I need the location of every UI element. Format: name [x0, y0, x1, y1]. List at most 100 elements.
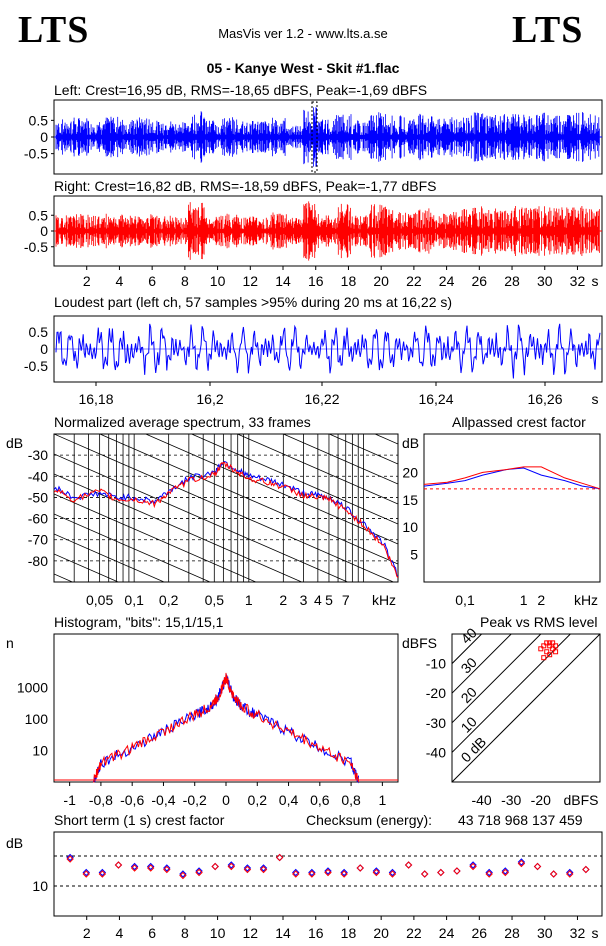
- shortterm-right-point: [420, 870, 429, 878]
- histogram-left-line: [92, 673, 359, 784]
- shortterm-left-point: [517, 858, 526, 866]
- shortterm-frame: [53, 831, 603, 917]
- shortterm-right-point: [211, 862, 219, 871]
- pvr-point: [544, 640, 550, 646]
- spectrum-slope-line: [54, 634, 398, 784]
- shortterm-right-point: [340, 870, 348, 878]
- shortterm-right-point: [549, 870, 558, 878]
- shortterm-left-point: [582, 865, 590, 874]
- pvr-crest-label: 0 dB: [458, 734, 490, 766]
- histogram-x-tick-label: -0,2: [183, 792, 207, 808]
- shortterm-x-tick-label: 4: [116, 925, 124, 941]
- shortterm-left-point: [372, 867, 381, 875]
- spectrum-slope-line: [54, 473, 303, 582]
- shortterm-right-point: [98, 870, 107, 878]
- pvr-point: [550, 640, 556, 646]
- shortterm-right-point: [501, 868, 510, 877]
- loudest-x-tick-label: s: [592, 391, 599, 407]
- allpass-y-tick-label: 15: [402, 492, 418, 508]
- time-tick-label: 14: [275, 273, 291, 289]
- spectrum-slope-line: [54, 553, 120, 582]
- histogram-y-unit: n: [6, 635, 14, 651]
- shortterm-right-point: [404, 861, 413, 869]
- shortterm-left-point: [356, 864, 364, 872]
- allpass-y-tick-label: 10: [402, 519, 418, 535]
- spectrum-slope-line: [144, 434, 398, 545]
- shortterm-right-point: [324, 868, 332, 877]
- shortterm-right-point: [163, 865, 171, 874]
- shortterm-right-point: [275, 853, 284, 862]
- pvr-x-tick-label: dBFS: [563, 792, 598, 808]
- shortterm-left-point: [211, 862, 219, 871]
- time-tick-label: 12: [243, 273, 259, 289]
- pvr-y-tick-label: -40: [426, 744, 446, 760]
- shortterm-right-point: [146, 864, 155, 872]
- time-tick-label: 4: [116, 273, 124, 289]
- shortterm-y-unit: dB: [6, 835, 23, 851]
- spectrum-x-tick-label: 4: [314, 592, 322, 608]
- shortterm-left-point: [388, 868, 397, 877]
- shortterm-right-point: [388, 870, 397, 878]
- allpass-x-tick-label: 1: [520, 592, 528, 608]
- spectrum-slope-line: [98, 434, 398, 565]
- shortterm-x-tick-label: 10: [210, 925, 226, 941]
- spectrum-left-line: [54, 460, 398, 577]
- loudest-title: Loudest part (left ch, 57 samples >95% d…: [54, 294, 453, 310]
- shortterm-right-point: [533, 862, 542, 871]
- shortterm-x-tick-label: 2: [83, 925, 91, 941]
- shortterm-right-point: [356, 864, 364, 872]
- spectrum-x-tick-label: 0,5: [205, 592, 225, 608]
- histogram-x-tick-label: -0,8: [89, 792, 113, 808]
- left-title: Left: Crest=16,95 dB, RMS=-18,65 dBFS, P…: [54, 82, 428, 98]
- time-tick-label: 18: [341, 273, 357, 289]
- shortterm-left-point: [146, 862, 155, 871]
- spectrum-y-tick-label: -80: [28, 553, 48, 569]
- spectrum-y-tick-label: -40: [28, 468, 48, 484]
- shortterm-right-point: [82, 870, 90, 878]
- logo-right: LTS: [512, 9, 584, 51]
- histogram-title: Histogram, "bits": 15,1/15,1: [54, 614, 224, 630]
- pvr-x-tick-label: -20: [531, 792, 551, 808]
- spectrum-x-tick-label: 0,05: [86, 592, 113, 608]
- pvr-x-tick-label: -30: [501, 792, 521, 808]
- pvr-crest-label: 10: [458, 713, 480, 735]
- histogram-x-tick-label: 0,8: [341, 792, 361, 808]
- pvr-point: [541, 643, 547, 649]
- time-tick-label: 8: [181, 273, 189, 289]
- shortterm-left-point: [533, 862, 542, 871]
- pvr-point: [550, 646, 556, 652]
- pvr-point: [538, 646, 544, 652]
- histogram-x-tick-label: 0: [222, 792, 230, 808]
- spectrum-slope-line: [236, 434, 398, 505]
- pvr-point: [544, 649, 550, 655]
- shortterm-title: Short term (1 s) crest factor: [54, 812, 225, 828]
- spectrum-x-tick-label: 2: [279, 592, 287, 608]
- pvr-point: [541, 655, 547, 661]
- spectrum-slope-line: [54, 513, 211, 582]
- shortterm-x-tick-label: 6: [148, 925, 156, 941]
- histogram-x-tick-label: 0,4: [279, 792, 299, 808]
- right-wave-y-tick-label: 0: [40, 223, 48, 239]
- spectrum-y-tick-label: -30: [28, 447, 48, 463]
- spectrum-y-tick-label: -50: [28, 489, 48, 505]
- shortterm-right-point: [114, 861, 123, 869]
- checksum-value: 43 718 968 137 459: [458, 812, 583, 828]
- shortterm-right-point: [566, 870, 574, 878]
- spectrum-x-tick-label: 1: [245, 592, 253, 608]
- shortterm-right-point: [292, 870, 300, 878]
- pvr-y-tick-label: -20: [426, 685, 446, 701]
- histogram-x-tick-label: 0,6: [310, 792, 330, 808]
- loudest-x-tick-label: 16,18: [78, 391, 113, 407]
- pvr-y-tick-label: -30: [426, 715, 446, 731]
- app-title: MasVis ver 1.2 - www.lts.a.se: [218, 26, 388, 41]
- shortterm-left-point: [340, 868, 348, 877]
- shortterm-y-tick-label: 10: [32, 878, 48, 894]
- shortterm-left-point: [501, 867, 510, 875]
- spectrum-y-tick-label: -70: [28, 532, 48, 548]
- shortterm-right-point: [130, 864, 139, 872]
- shortterm-x-tick-label: 24: [439, 925, 455, 941]
- spectrum-slope-line: [190, 434, 398, 525]
- spectrum-slope-line: [54, 493, 257, 582]
- time-tick-label: 24: [439, 273, 455, 289]
